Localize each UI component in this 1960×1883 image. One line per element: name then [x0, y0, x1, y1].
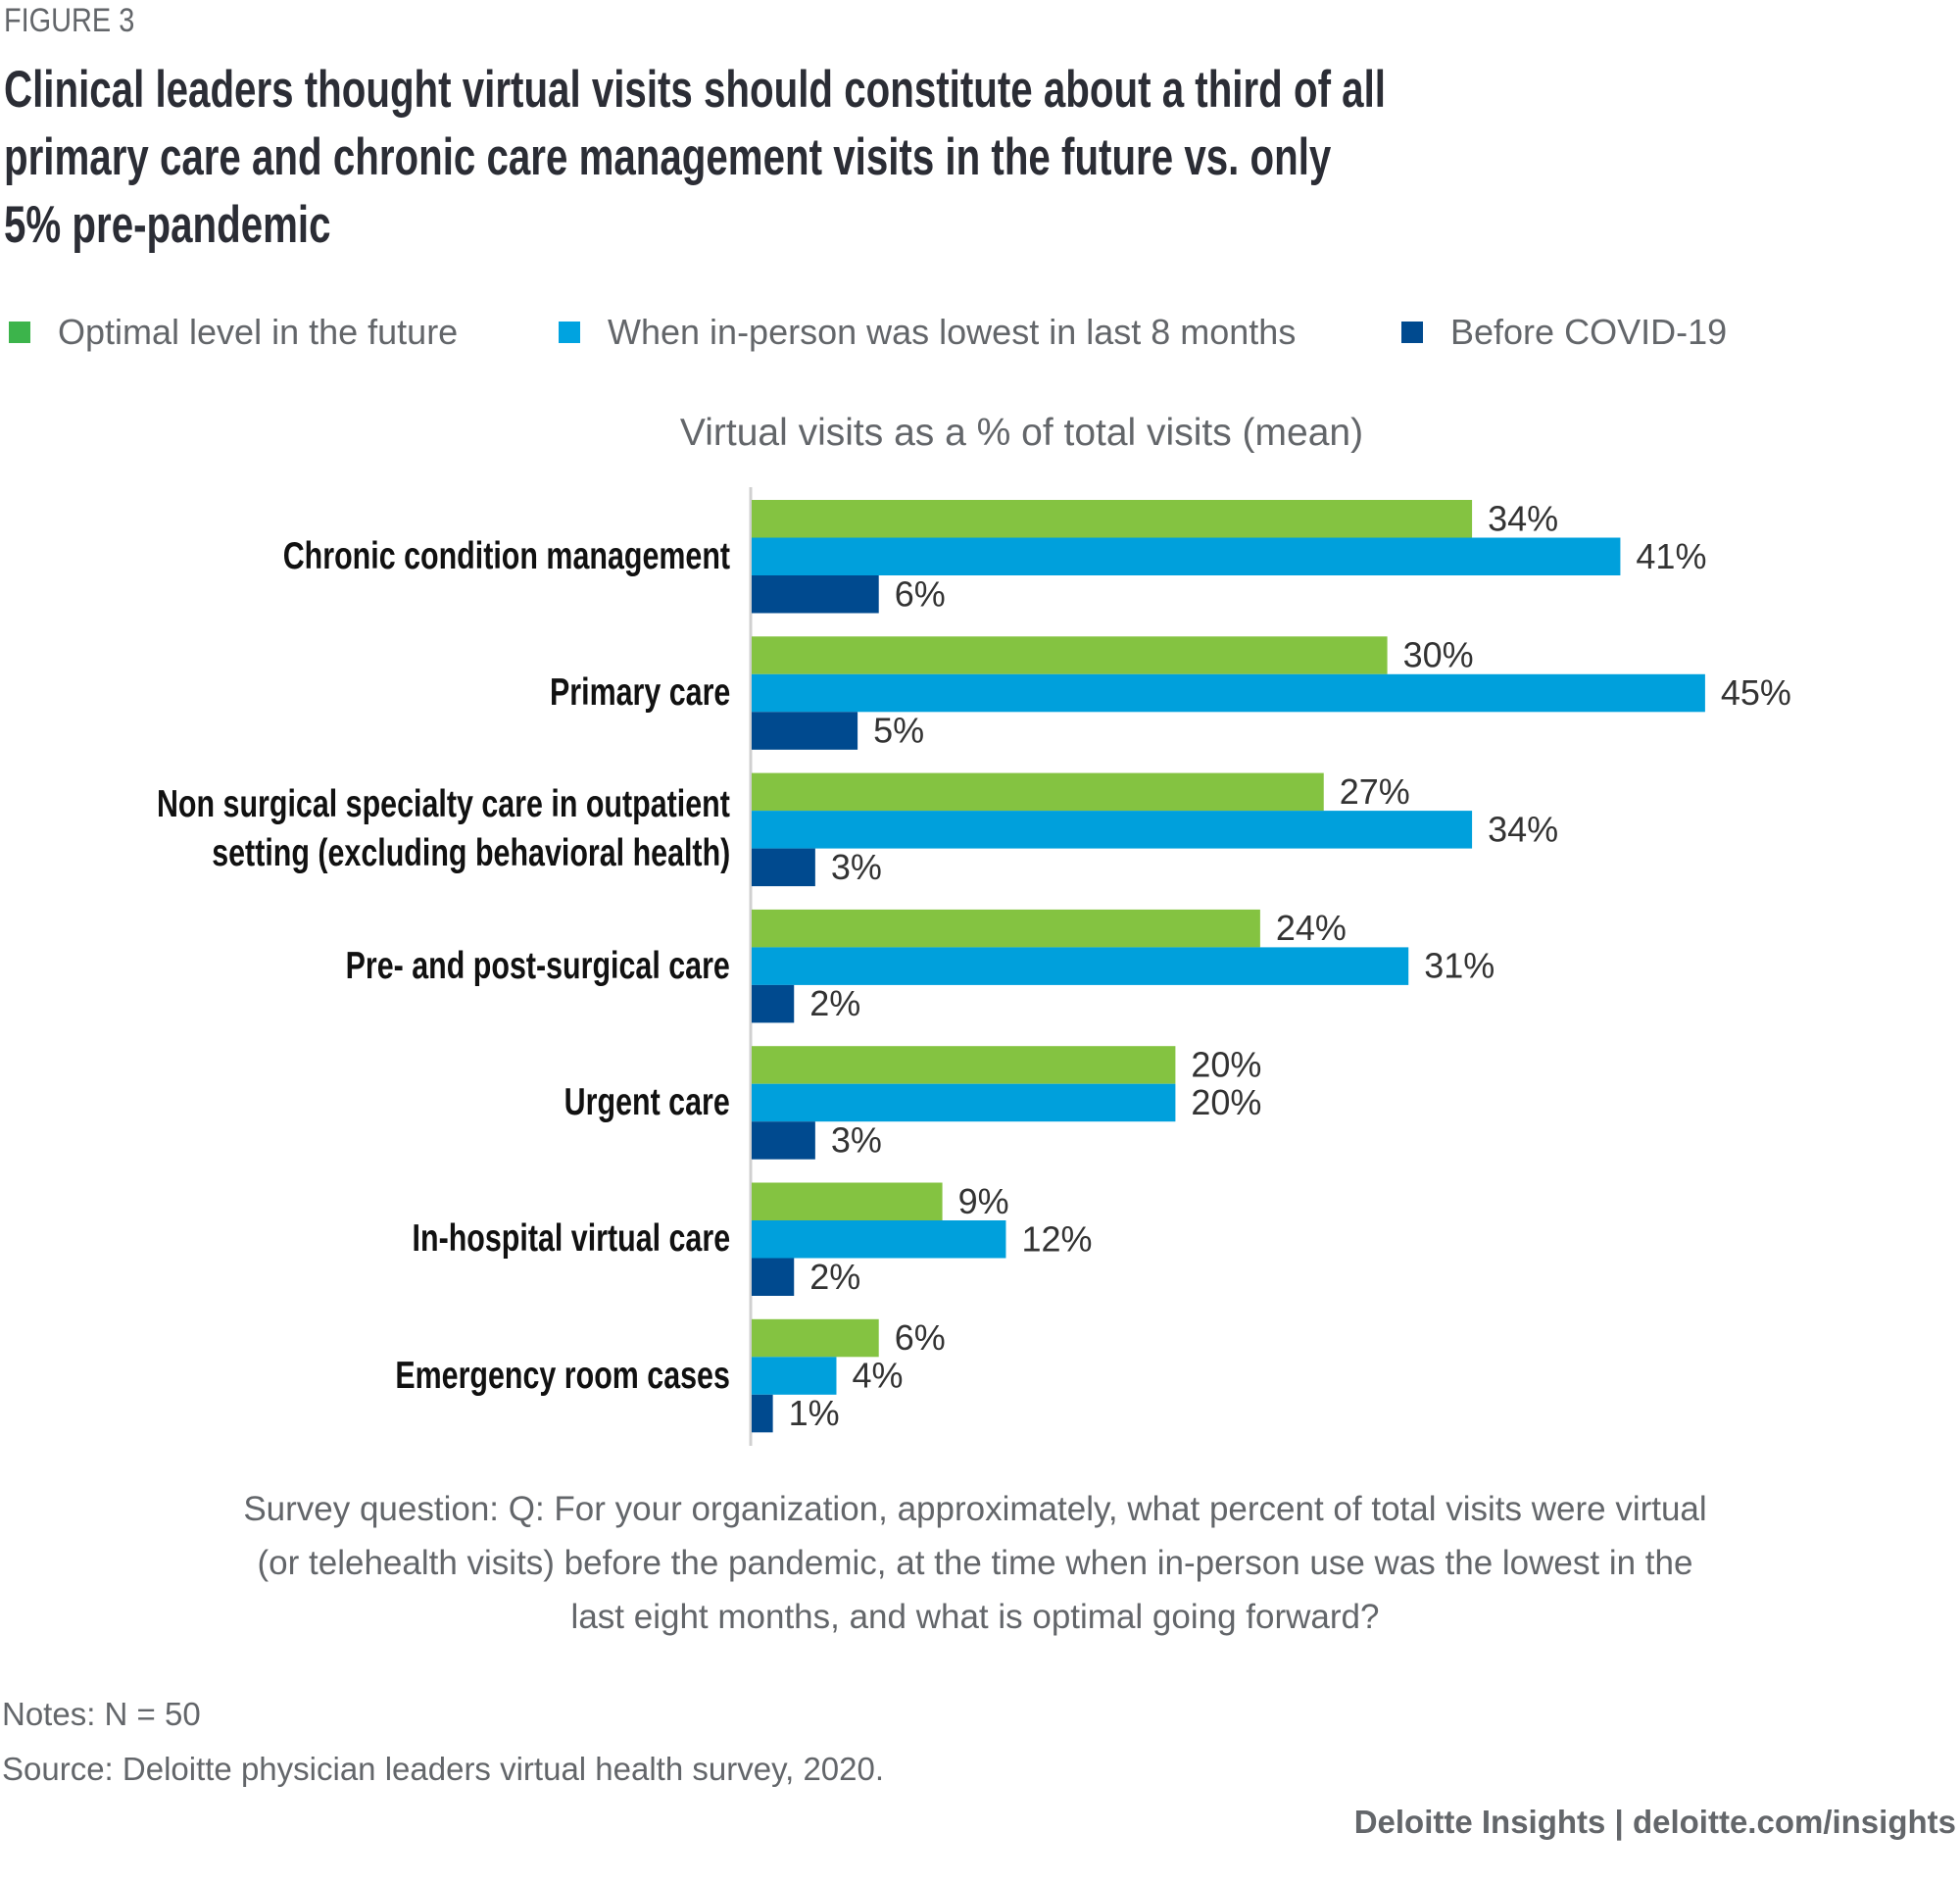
- legend-item-before: Before COVID-19: [1401, 312, 1727, 353]
- bar: [752, 500, 1473, 538]
- data-label: 31%: [1424, 946, 1494, 986]
- legend-label: Before COVID-19: [1450, 312, 1728, 352]
- data-label: 1%: [789, 1393, 840, 1433]
- legend-item-lowest: When in-person was lowest in last 8 mont…: [559, 312, 1296, 353]
- bar: [752, 1258, 795, 1296]
- category-label: Pre- and post-surgical care: [345, 944, 730, 987]
- bar: [752, 1357, 837, 1395]
- bar: [752, 1318, 879, 1358]
- bar: [752, 673, 1705, 713]
- legend-label: Optimal level in the future: [58, 312, 459, 352]
- legend-label: When in-person was lowest in last 8 mont…: [608, 312, 1297, 352]
- source: Source: Deloitte physician leaders virtu…: [2, 1751, 885, 1787]
- survey-question-line: last eight months, and what is optimal g…: [570, 1598, 1380, 1636]
- bar: [752, 984, 795, 1023]
- data-label: 3%: [831, 847, 882, 887]
- category-label: In-hospital virtual care: [412, 1217, 730, 1261]
- bar: [752, 575, 879, 614]
- bar: [752, 811, 1473, 849]
- category-label: Non surgical specialty care in outpatien…: [157, 783, 730, 826]
- data-label: 27%: [1340, 771, 1410, 812]
- legend-item-optimal: Optimal level in the future: [9, 312, 458, 353]
- chart-title-line-2: primary care and chronic care management…: [4, 128, 1332, 186]
- data-label: 9%: [958, 1181, 1009, 1221]
- data-label: 41%: [1636, 536, 1706, 576]
- data-label: 4%: [852, 1356, 903, 1396]
- data-label: 3%: [831, 1119, 882, 1160]
- data-label: 34%: [1488, 498, 1558, 538]
- data-label: 6%: [895, 573, 946, 614]
- bar: [752, 772, 1324, 812]
- chart-title-line-3: 5% pre-pandemic: [4, 196, 331, 254]
- data-label: 6%: [895, 1317, 946, 1358]
- data-label: 20%: [1191, 1044, 1261, 1084]
- data-label: 30%: [1403, 635, 1474, 675]
- data-label: 2%: [809, 1257, 860, 1297]
- bar: [752, 636, 1388, 674]
- data-label: 5%: [873, 711, 924, 751]
- category-label: Primary care: [549, 671, 730, 715]
- data-label: 2%: [809, 983, 860, 1023]
- bar: [752, 712, 858, 750]
- survey-question: Survey question: Q: For your organizatio…: [0, 1482, 1950, 1644]
- legend-swatch-blue: [559, 322, 580, 343]
- bar: [752, 1121, 815, 1160]
- bar: [752, 1220, 1006, 1259]
- data-label: 24%: [1276, 908, 1347, 948]
- bar: [752, 537, 1621, 575]
- data-label: 20%: [1191, 1082, 1261, 1122]
- bar: [752, 947, 1409, 985]
- category-label: Chronic condition management: [282, 534, 730, 577]
- bar: [752, 1046, 1176, 1084]
- footer-credit: Deloitte Insights | deloitte.com/insight…: [1353, 1804, 1956, 1840]
- survey-question-line: Survey question: Q: For your organizatio…: [243, 1490, 1707, 1528]
- bar: [752, 848, 815, 887]
- data-label: 45%: [1721, 672, 1791, 713]
- axis-title: Virtual visits as a % of total visits (m…: [679, 412, 1364, 454]
- bar: [752, 909, 1260, 948]
- legend-swatch-navy: [1401, 322, 1423, 343]
- category-label: Emergency room cases: [395, 1354, 730, 1397]
- legend-swatch-green: [9, 322, 30, 343]
- figure-label: FIGURE 3: [4, 2, 135, 39]
- bar: [752, 1394, 773, 1433]
- data-label: 12%: [1021, 1218, 1092, 1259]
- survey-question-line: (or telehealth visits) before the pandem…: [257, 1544, 1693, 1582]
- category-label: setting (excluding behavioral health): [211, 832, 730, 875]
- chart-title-line-1: Clinical leaders thought virtual visits …: [4, 61, 1386, 119]
- category-label: Urgent care: [564, 1080, 730, 1123]
- notes: Notes: N = 50: [2, 1696, 201, 1732]
- bar: [752, 1182, 943, 1220]
- data-label: 34%: [1488, 809, 1558, 849]
- bar: [752, 1083, 1176, 1122]
